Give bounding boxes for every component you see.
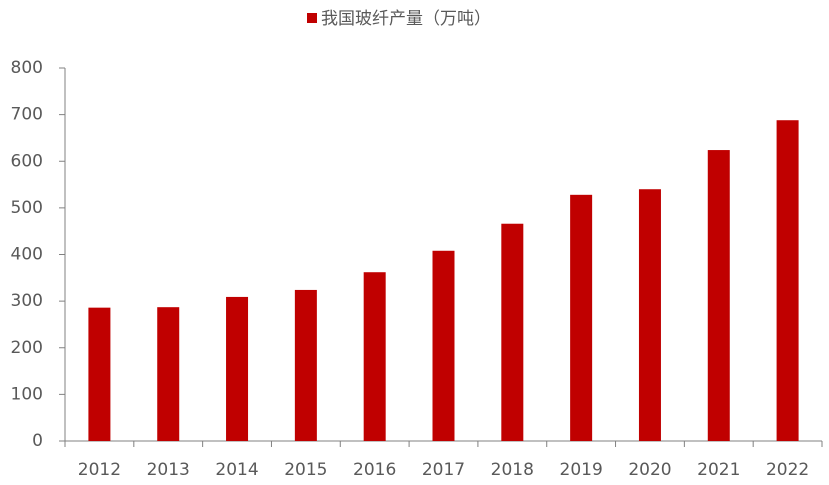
bar: [88, 307, 111, 441]
legend-label: 我国玻纤产量（万吨）: [321, 9, 491, 29]
bar: [776, 120, 799, 441]
x-tick-label: 2019: [560, 460, 603, 480]
bar: [638, 189, 661, 441]
y-tick-label: 600: [11, 151, 43, 171]
bar: [363, 272, 386, 441]
y-tick-label: 700: [11, 105, 43, 125]
x-tick-label: 2015: [284, 460, 327, 480]
x-tick-label: 2014: [215, 460, 258, 480]
y-tick-label: 300: [11, 291, 43, 311]
x-tick-label: 2012: [78, 460, 121, 480]
bar: [501, 223, 524, 441]
x-tick-label: 2021: [697, 460, 740, 480]
bar: [707, 150, 730, 441]
x-tick-label: 2013: [147, 460, 190, 480]
x-tick-label: 2017: [422, 460, 465, 480]
bar: [570, 194, 593, 441]
x-tick-label: 2016: [353, 460, 396, 480]
x-tick-label: 2022: [766, 460, 809, 480]
y-tick-label: 500: [11, 198, 43, 218]
y-tick-label: 400: [11, 245, 43, 265]
bar: [432, 250, 455, 441]
y-tick-label: 0: [32, 431, 43, 451]
bar: [294, 289, 317, 441]
y-tick-label: 800: [11, 58, 43, 78]
y-tick-label: 100: [11, 384, 43, 404]
x-tick-label: 2020: [628, 460, 671, 480]
bar: [157, 307, 180, 441]
x-tick-label: 2018: [491, 460, 534, 480]
y-tick-label: 200: [11, 338, 43, 358]
bar: [226, 296, 249, 441]
legend-swatch: [307, 13, 317, 23]
